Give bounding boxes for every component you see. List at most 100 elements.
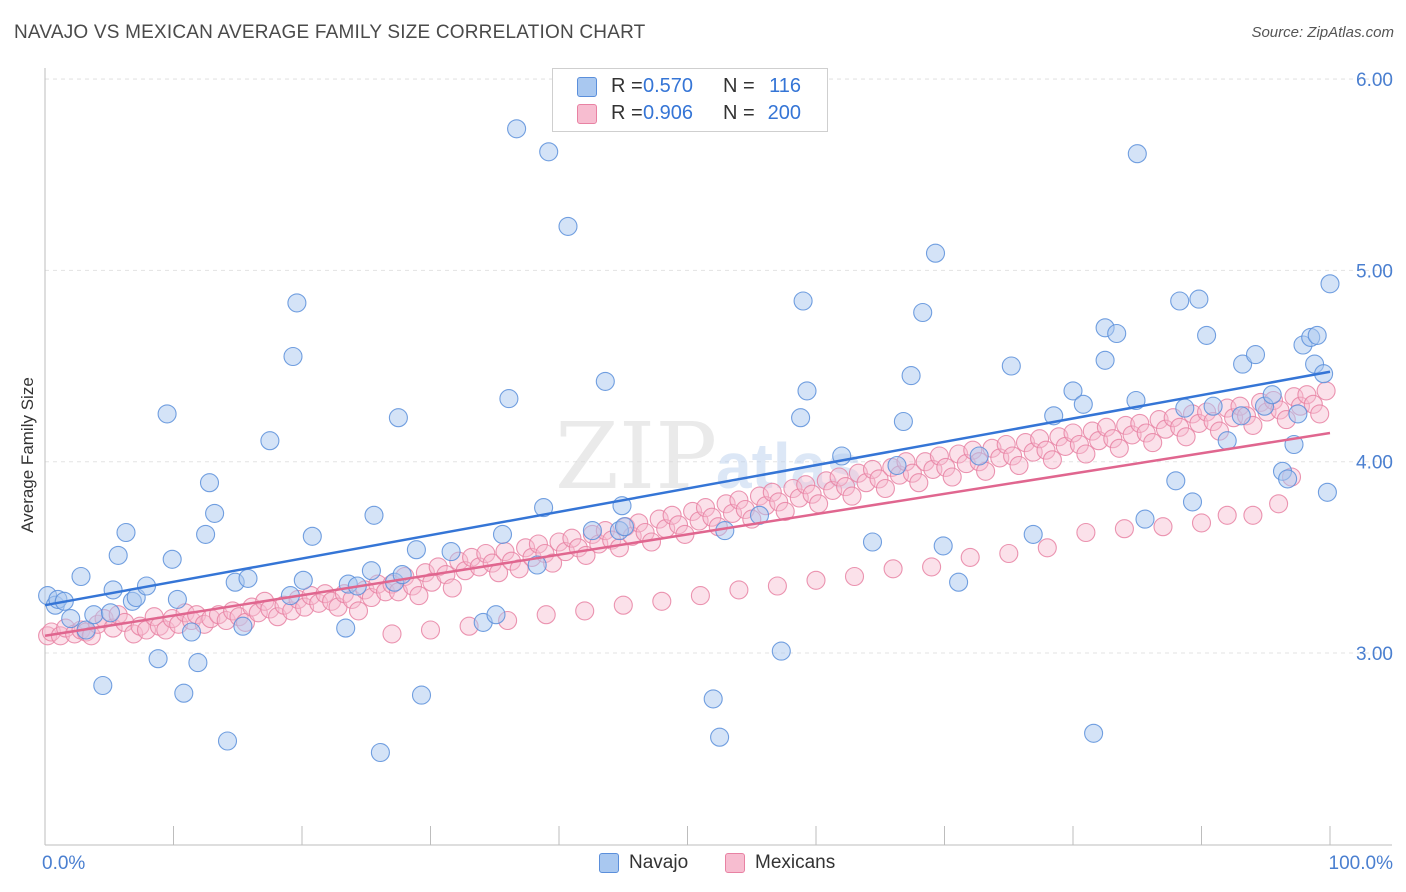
mexicans-legend-swatch — [725, 853, 745, 873]
legend-row-mexicans: R = 0.906 N = 200 — [553, 101, 827, 127]
mexicans-point — [1082, 421, 1102, 441]
navajo-point — [486, 605, 506, 625]
navajo-point — [370, 742, 390, 763]
navajo-point — [364, 505, 384, 525]
mexicans-point — [1149, 410, 1169, 430]
mexicans-point — [549, 532, 569, 552]
mexicans-point — [268, 607, 288, 627]
navajo-swatch — [577, 77, 597, 97]
navajo-point — [233, 616, 253, 636]
navajo-point — [710, 727, 730, 747]
mexicans-point — [1114, 519, 1134, 539]
mexicans-point — [536, 605, 556, 625]
mexicans-point — [999, 543, 1019, 564]
mexicans-point — [613, 595, 633, 615]
mexicans-point — [442, 578, 462, 598]
mexicans-point — [936, 457, 956, 477]
navajo-point — [771, 641, 791, 661]
mexicans-point — [862, 459, 883, 479]
navajo-point — [582, 521, 602, 541]
mexicans-point — [1076, 444, 1096, 464]
mexicans-point — [1176, 427, 1196, 447]
mexicans-point — [562, 528, 582, 548]
mexicans-point — [816, 471, 836, 491]
mexicans-point — [462, 547, 482, 567]
mexicans-point — [1136, 423, 1156, 443]
mexicans-point — [1269, 494, 1289, 514]
navajo-point — [913, 302, 933, 323]
watermark-zip: ZIP — [555, 403, 717, 510]
mexicans-point — [662, 505, 682, 525]
mexicans-point — [702, 507, 722, 527]
y-tick-label: 5.00 — [1356, 261, 1393, 282]
navajo-point — [287, 293, 307, 313]
navajo-point — [1095, 350, 1115, 370]
n-label: N = — [723, 75, 755, 97]
navajo-trend-line — [44, 370, 1331, 607]
navajo-point — [1288, 404, 1308, 424]
mexicans-point — [1191, 513, 1212, 533]
mexicans-point — [716, 494, 736, 514]
mexicans-point — [695, 498, 716, 518]
mexicans-point — [1003, 446, 1023, 466]
navajo-point — [1233, 354, 1253, 374]
mexicans-point — [848, 463, 868, 483]
mexicans-point — [802, 484, 822, 504]
navajo-point — [174, 683, 194, 703]
mexicans-point — [922, 557, 942, 577]
navajo-point — [949, 572, 969, 592]
navajo-point — [199, 473, 220, 493]
mexicans-point — [1042, 450, 1062, 470]
source-credit: Source: ZipAtlas.com — [1251, 24, 1394, 41]
mexicans-point — [949, 444, 969, 464]
navajo-point — [1084, 723, 1104, 743]
navajo-point — [100, 603, 121, 623]
navajo-point — [499, 389, 519, 409]
mexicans-point — [783, 478, 803, 499]
navajo-point — [84, 605, 104, 625]
n-value-navajo: 116 — [769, 75, 801, 97]
mexicans-point — [1116, 415, 1136, 435]
navajo-point — [1317, 482, 1337, 502]
mexicans-point — [729, 580, 749, 600]
mexicans-point — [842, 486, 862, 506]
mexicans-point — [575, 601, 595, 621]
navajo-point — [1023, 524, 1043, 544]
mexicans-point — [420, 620, 441, 640]
mexicans-swatch — [577, 104, 597, 124]
mexicans-point — [902, 463, 922, 483]
mexicans-point — [1030, 429, 1050, 449]
navajo-point — [1203, 396, 1223, 416]
navajo-point — [797, 381, 817, 401]
navajo-point — [887, 455, 907, 476]
n-label: N = — [723, 102, 755, 124]
mexicans-point — [796, 475, 816, 495]
navajo-point — [61, 609, 81, 629]
mexicans-point — [749, 486, 770, 506]
mexicans-point — [683, 501, 703, 521]
r-label: R = — [611, 102, 643, 124]
navajo-points — [38, 119, 1340, 763]
navajo-point — [283, 346, 303, 367]
mexicans-point — [1109, 438, 1129, 458]
mexicans-point — [528, 534, 548, 554]
navajo-point — [205, 503, 225, 523]
mexicans-point — [1155, 419, 1176, 439]
navajo-legend-swatch — [599, 853, 619, 873]
mexicans-point — [1153, 517, 1173, 537]
mexicans-point — [996, 434, 1016, 455]
navajo-point — [217, 731, 238, 751]
navajo-point — [103, 580, 123, 600]
mexicans-point — [1130, 413, 1150, 433]
mexicans-point — [428, 557, 448, 577]
correlation-legend: R = 0.570 N = 116 R = 0.906 N = 200 — [552, 68, 828, 132]
navajo-point — [1166, 471, 1186, 491]
mexicans-point — [915, 452, 935, 472]
mexicans-point — [382, 624, 402, 644]
mexicans-point — [1103, 429, 1123, 449]
navajo-point — [793, 291, 813, 311]
navajo-point — [558, 216, 578, 236]
x-tick-label-max: 100.0% — [1329, 853, 1394, 874]
navajo-point — [388, 408, 408, 428]
